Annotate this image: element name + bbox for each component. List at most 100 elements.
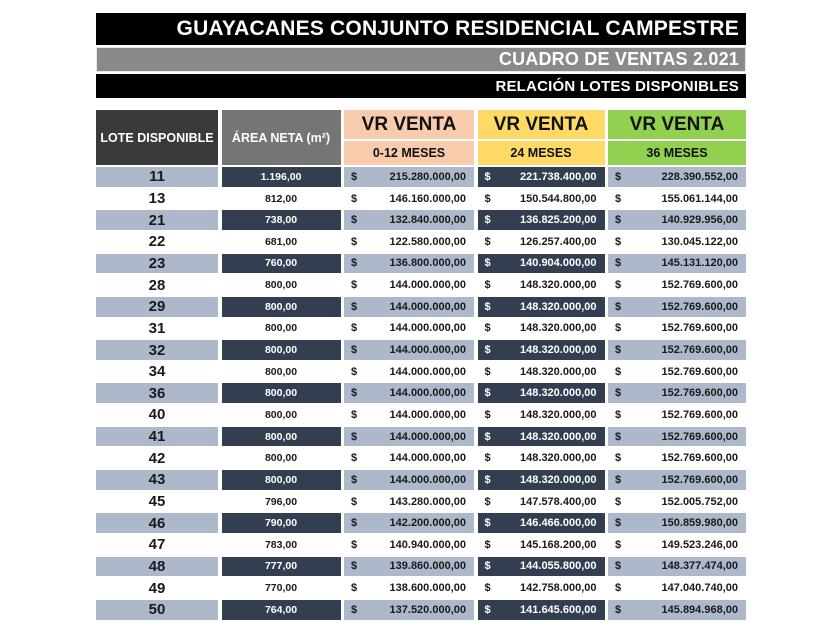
- main-title-bar: GUAYACANES CONJUNTO RESIDENCIAL CAMPESTR…: [96, 13, 746, 45]
- price-24-meses-cell: $ 148.320.000,00: [477, 361, 605, 382]
- price-36-meses-cell: $ 152.769.600,00: [608, 383, 746, 404]
- currency-symbol: $: [615, 387, 622, 400]
- price-value: 145.131.120,00: [661, 257, 738, 270]
- price-36-meses-cell: $ 152.769.600,00: [608, 340, 746, 360]
- price-24-meses-cell: $ 142.758.000,00: [477, 578, 605, 598]
- lote-number-cell: 47: [96, 534, 218, 555]
- price-value: 130.045.122,00: [661, 235, 738, 248]
- price-0-12-meses-cell: $ 142.200.000,00: [344, 513, 474, 534]
- price-value: 148.377.474,00: [661, 560, 738, 573]
- price-value: 132.840.000,00: [389, 214, 466, 227]
- price-value: 145.168.200,00: [520, 538, 597, 551]
- lote-number-cell: 34: [96, 361, 218, 382]
- price-value: 143.280.000,00: [389, 495, 466, 508]
- price-0-12-meses-cell: $ 137.520.000,00: [344, 599, 474, 620]
- currency-symbol: $: [484, 560, 491, 573]
- price-0-12-meses-cell: $ 144.000.000,00: [344, 405, 474, 425]
- currency-symbol: $: [351, 517, 358, 530]
- currency-symbol: $: [484, 495, 491, 508]
- area-neta-cell: 681,00: [221, 231, 341, 252]
- currency-symbol: $: [484, 452, 491, 465]
- currency-symbol: $: [615, 322, 622, 335]
- period-0-12-label: 0-12 MESES: [372, 146, 446, 160]
- subtitle-ventas: CUADRO DE VENTAS 2.021: [498, 49, 739, 69]
- price-0-12-meses-cell: $ 144.000.000,00: [344, 340, 474, 360]
- currency-symbol: $: [615, 192, 622, 205]
- price-value: 148.320.000,00: [520, 300, 597, 313]
- area-neta-cell: 790,00: [221, 513, 341, 534]
- currency-symbol: $: [484, 170, 491, 183]
- period-36-label: 36 MESES: [646, 146, 708, 160]
- price-36-meses-cell: $ 152.769.600,00: [608, 296, 746, 317]
- lote-number-cell: 21: [96, 210, 218, 231]
- currency-symbol: $: [484, 473, 491, 486]
- price-36-meses-cell: $ 145.894.968,00: [608, 599, 746, 620]
- price-value: 148.320.000,00: [520, 430, 597, 443]
- price-36-meses-cell: $ 152.005.752,00: [608, 491, 746, 512]
- price-value: 152.769.600,00: [661, 473, 738, 486]
- currency-symbol: $: [615, 603, 622, 616]
- price-value: 138.600.000,00: [389, 582, 466, 595]
- price-value: 150.859.980,00: [661, 517, 738, 530]
- price-value: 152.769.600,00: [661, 322, 738, 335]
- table-row: 41 800,00 $ 144.000.000,00 $ 148.320.000…: [96, 426, 746, 447]
- subtitle-lotes-disponibles: RELACIÓN LOTES DISPONIBLES: [495, 77, 739, 95]
- price-value: 136.800.000,00: [389, 257, 466, 270]
- currency-symbol: $: [351, 322, 358, 335]
- currency-symbol: $: [351, 560, 358, 573]
- price-24-meses-cell: $ 148.320.000,00: [477, 296, 605, 317]
- table-header: LOTE DISPONIBLE ÁREA NETA (m²) VR VENTA …: [96, 110, 746, 165]
- price-24-meses-cell: $ 146.466.000,00: [477, 513, 605, 534]
- price-24-meses-cell: $ 148.320.000,00: [477, 426, 605, 447]
- area-neta-cell: 800,00: [221, 405, 341, 425]
- table-row: 40 800,00 $ 144.000.000,00 $ 148.320.000…: [96, 405, 746, 425]
- currency-symbol: $: [484, 517, 491, 530]
- price-36-meses-cell: $ 152.769.600,00: [608, 361, 746, 382]
- lote-number-cell: 50: [96, 599, 218, 620]
- area-neta-cell: 800,00: [221, 469, 341, 490]
- currency-symbol: $: [351, 538, 358, 551]
- price-0-12-meses-cell: $ 144.000.000,00: [344, 361, 474, 382]
- price-0-12-meses-cell: $ 132.840.000,00: [344, 210, 474, 231]
- table-row: 42 800,00 $ 144.000.000,00 $ 148.320.000…: [96, 448, 746, 469]
- price-value: 152.769.600,00: [661, 344, 738, 357]
- price-value: 144.000.000,00: [389, 408, 466, 421]
- price-value: 215.280.000,00: [389, 170, 466, 183]
- area-neta-cell: 800,00: [221, 361, 341, 382]
- area-neta-cell: 800,00: [221, 340, 341, 360]
- price-value: 144.000.000,00: [389, 344, 466, 357]
- price-value: 144.000.000,00: [389, 387, 466, 400]
- price-36-meses-cell: $ 152.769.600,00: [608, 469, 746, 490]
- currency-symbol: $: [484, 235, 491, 248]
- area-neta-cell: 760,00: [221, 253, 341, 274]
- price-24-meses-cell: $ 126.257.400,00: [477, 231, 605, 252]
- lote-number-cell: 23: [96, 253, 218, 274]
- currency-symbol: $: [615, 538, 622, 551]
- lote-number-cell: 46: [96, 513, 218, 534]
- currency-symbol: $: [351, 430, 358, 443]
- currency-symbol: $: [615, 560, 622, 573]
- currency-symbol: $: [351, 170, 358, 183]
- currency-symbol: $: [615, 430, 622, 443]
- lote-number-cell: 43: [96, 469, 218, 490]
- currency-symbol: $: [484, 192, 491, 205]
- currency-symbol: $: [615, 300, 622, 313]
- price-0-12-meses-cell: $ 143.280.000,00: [344, 491, 474, 512]
- column-header-vr-venta-24: VR VENTA 24 MESES: [477, 110, 605, 165]
- price-36-meses-cell: $ 130.045.122,00: [608, 231, 746, 252]
- price-value: 148.320.000,00: [520, 365, 597, 378]
- table-row: 47 783,00 $ 140.940.000,00 $ 145.168.200…: [96, 534, 746, 555]
- currency-symbol: $: [484, 603, 491, 616]
- sales-sheet: GUAYACANES CONJUNTO RESIDENCIAL CAMPESTR…: [96, 13, 746, 621]
- currency-symbol: $: [615, 257, 622, 270]
- price-0-12-meses-cell: $ 215.280.000,00: [344, 167, 474, 187]
- area-neta-cell: 800,00: [221, 383, 341, 404]
- lote-number-cell: 41: [96, 426, 218, 447]
- currency-symbol: $: [351, 192, 358, 205]
- price-36-meses-cell: $ 152.769.600,00: [608, 426, 746, 447]
- price-0-12-meses-cell: $ 138.600.000,00: [344, 578, 474, 598]
- price-value: 152.005.752,00: [661, 495, 738, 508]
- table-row: 23 760,00 $ 136.800.000,00 $ 140.904.000…: [96, 253, 746, 274]
- price-value: 152.769.600,00: [661, 408, 738, 421]
- price-24-meses-cell: $ 141.645.600,00: [477, 599, 605, 620]
